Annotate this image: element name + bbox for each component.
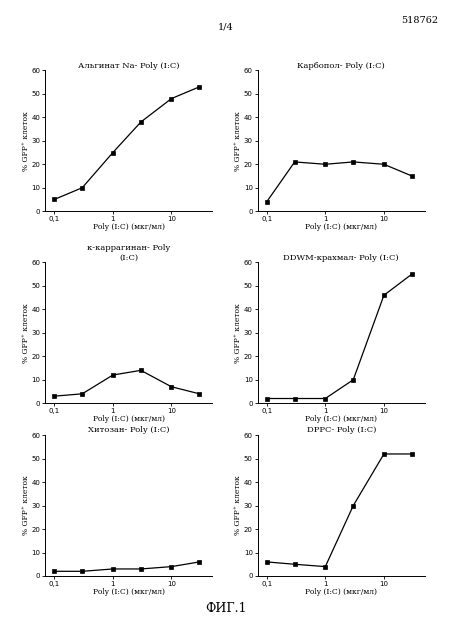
Title: Альгинат Na- Poly (I:C): Альгинат Na- Poly (I:C) — [78, 61, 179, 70]
Title: DDWM-крахмал- Poly (I:C): DDWM-крахмал- Poly (I:C) — [283, 253, 398, 262]
Text: 1/4: 1/4 — [218, 22, 233, 31]
Title: Карбопол- Poly (I:C): Карбопол- Poly (I:C) — [297, 61, 384, 70]
Y-axis label: % GFP⁺ клеток: % GFP⁺ клеток — [22, 476, 30, 536]
Text: ФИГ.1: ФИГ.1 — [205, 602, 246, 614]
X-axis label: Poly (I:C) (мкг/мл): Poly (I:C) (мкг/мл) — [304, 415, 377, 424]
Title: к-каррагинан- Poly
(I:C): к-каррагинан- Poly (I:C) — [87, 244, 170, 262]
X-axis label: Poly (I:C) (мкг/мл): Poly (I:C) (мкг/мл) — [92, 588, 165, 596]
Y-axis label: % GFP⁺ клеток: % GFP⁺ клеток — [234, 476, 242, 536]
X-axis label: Poly (I:C) (мкг/мл): Poly (I:C) (мкг/мл) — [304, 223, 377, 232]
Y-axis label: % GFP⁺ клеток: % GFP⁺ клеток — [22, 111, 30, 171]
Text: 518762: 518762 — [400, 16, 437, 25]
X-axis label: Poly (I:C) (мкг/мл): Poly (I:C) (мкг/мл) — [92, 223, 165, 232]
Y-axis label: % GFP⁺ клеток: % GFP⁺ клеток — [234, 111, 242, 171]
Y-axis label: % GFP⁺ клеток: % GFP⁺ клеток — [234, 303, 242, 363]
Y-axis label: % GFP⁺ клеток: % GFP⁺ клеток — [22, 303, 30, 363]
Title: Хитозан- Poly (I:C): Хитозан- Poly (I:C) — [88, 426, 169, 435]
X-axis label: Poly (I:C) (мкг/мл): Poly (I:C) (мкг/мл) — [304, 588, 377, 596]
X-axis label: Poly (I:C) (мкг/мл): Poly (I:C) (мкг/мл) — [92, 415, 165, 424]
Title: DPPC- Poly (I:C): DPPC- Poly (I:C) — [306, 426, 375, 435]
